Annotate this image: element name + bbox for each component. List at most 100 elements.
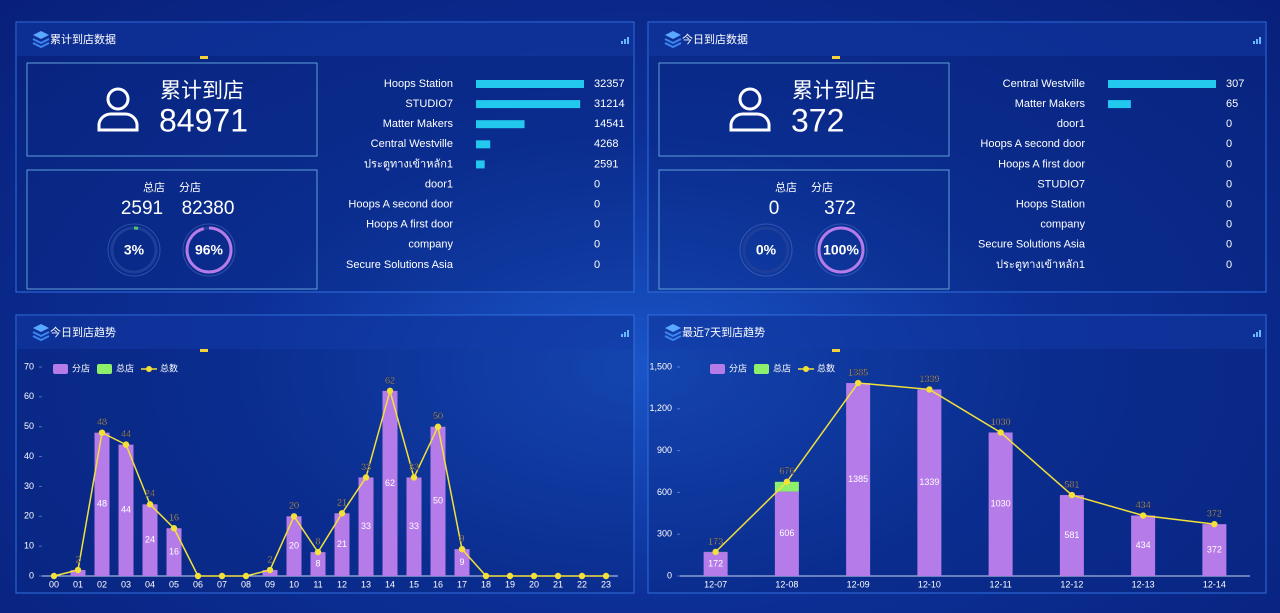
line-point [362,474,370,481]
signal-icon [1256,332,1258,337]
header-strip [17,23,633,56]
ranking-bar [476,120,525,129]
header-strip [649,316,1265,349]
ring-track [742,226,790,274]
signal-icon [621,334,623,337]
bar [774,491,799,576]
point-label: 1030 [991,417,1011,427]
ranking-value: 2591 [594,158,618,170]
kpi-label: 累计到店 [160,80,244,103]
bar-label: 606 [779,528,794,538]
ranking-name: STUDIO7 [1037,178,1085,190]
ranking-value: 14541 [594,118,625,130]
kpi-value: 84971 [159,102,248,138]
line-point [434,423,442,430]
header-icon [32,331,50,342]
bar-label: 33 [361,521,371,531]
ranking-value: 0 [1226,178,1232,190]
ring-label: 3% [124,242,145,258]
x-tick-label: 13 [361,579,371,589]
y-tick-label: 900 [657,445,672,455]
x-tick-label: 21 [553,579,563,589]
bar-label: 50 [433,496,443,506]
y-tick-label: 600 [657,487,672,497]
ranking-name: Secure Solutions Asia [346,259,454,271]
ring-label: 96% [195,242,224,258]
y-tick-label: 70 [24,361,34,371]
main-label: 总店 [775,180,797,194]
bar [166,528,182,576]
ring-track [739,223,793,277]
point-label: 50 [433,411,443,421]
x-tick-label: 12-11 [989,579,1011,589]
point-label: 16 [169,513,179,523]
signal-icon [1256,39,1258,44]
split-box [658,169,950,290]
signal-icon [1259,330,1261,337]
line-point [854,379,862,387]
bar-label: 9 [459,557,464,567]
panel-title: 今日到店趋势 [50,325,116,339]
kpi-label: 累计到店 [792,80,876,103]
x-tick-label: 03 [121,579,131,589]
header-accent [832,56,840,59]
line-point [554,572,562,580]
header-accent [200,56,208,59]
bar [1202,524,1227,576]
header-icon [32,38,50,49]
point-label: 9 [459,534,464,544]
bar-label: 372 [1207,544,1222,554]
bar [988,432,1013,576]
legend-label: 总店 [116,362,134,373]
ranking-bar [1108,100,1131,109]
bar [703,552,728,576]
ring-track [107,223,161,277]
y-tick-label: 10 [24,541,34,551]
ranking-name: Central Westville [371,138,453,150]
ranking-value: 0 [1226,158,1232,170]
person-icon [97,112,139,132]
point-label: 372 [1207,509,1222,519]
ranking-value: 0 [1226,219,1232,231]
point-label: 62 [385,375,395,385]
bar [334,513,350,576]
bar [430,426,446,576]
legend-swatch [754,364,769,374]
x-tick-label: 12-12 [1060,579,1083,589]
ranking-value: 0 [594,178,600,190]
bar-label: 44 [121,505,131,515]
ranking-bar [476,140,491,149]
kpi-box [26,62,318,157]
header-icon [664,331,682,342]
header-icon [665,324,681,332]
line-point [506,572,514,580]
branch-label: 分店 [179,180,201,194]
x-tick-label: 18 [481,579,491,589]
ranking-name: Hoops A first door [998,158,1085,170]
panel [15,21,635,293]
point-label: 2 [75,554,80,564]
line-point [482,572,490,580]
legend-label: 总店 [773,362,791,373]
ranking-value: 0 [1226,138,1232,150]
ranking-bar [1108,80,1216,88]
signal-icon [624,332,626,337]
line-point [146,501,154,508]
ranking-value: 307 [1226,78,1244,90]
main-value: 2591 [121,198,163,219]
line-point [386,387,394,395]
header-accent [832,349,840,352]
header-strip [649,23,1265,56]
line-point [338,510,346,517]
ranking-name: ประตูทางเข้าหลัก1 [996,259,1085,271]
main-value: 0 [769,198,780,219]
y-tick-label: 0 [667,570,672,580]
line-point [242,572,250,580]
y-tick-label: 300 [657,529,672,539]
point-label: 1339 [919,374,939,384]
ranking-value: 31214 [594,98,625,110]
line-point [712,548,719,556]
line-point [410,474,418,481]
x-tick-label: 06 [193,579,203,589]
line-point [1139,512,1147,519]
